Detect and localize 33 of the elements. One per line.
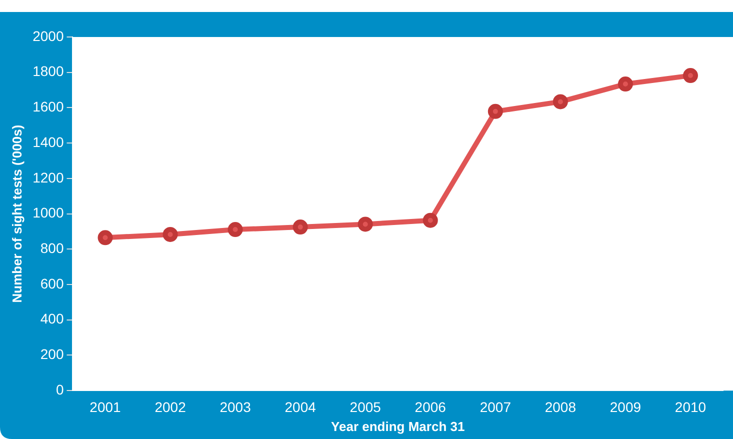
point — [228, 222, 243, 238]
point — [682, 68, 698, 84]
x-tick-label: 2001 — [90, 398, 122, 415]
point — [358, 216, 373, 232]
point — [552, 94, 568, 110]
x-tick-label: 2007 — [480, 398, 512, 415]
point — [98, 230, 113, 246]
y-axis-title: Number of sight tests ('000s) — [9, 124, 24, 303]
y-tick-label: 800 — [40, 240, 64, 256]
x-axis-title: Year ending March 31 — [331, 418, 465, 434]
point — [488, 104, 503, 119]
y-tick-label: 200 — [40, 346, 64, 362]
y-tick-label: 2000 — [32, 28, 64, 44]
x-tick-label: 2009 — [610, 398, 642, 415]
x-tick-label: 2004 — [284, 398, 316, 415]
x-tick-label: 2006 — [414, 398, 446, 415]
x-tick-label: 2010 — [674, 398, 706, 415]
point — [292, 220, 308, 235]
y-tick-label: 1600 — [32, 98, 64, 115]
point — [162, 226, 178, 242]
point — [618, 76, 633, 92]
x-tick-label: 2008 — [544, 398, 576, 415]
y-tick-label: 400 — [40, 310, 64, 327]
y-tick-label: 1400 — [32, 134, 64, 150]
x-tick-label: 2003 — [220, 398, 252, 415]
x-tick-label: 2002 — [154, 398, 186, 415]
y-tick-label: 0 — [56, 381, 64, 398]
y-tick-label: 1800 — [32, 63, 64, 80]
point — [422, 212, 438, 228]
y-tick-label: 1200 — [32, 169, 64, 186]
x-tick-label: 2005 — [350, 398, 382, 415]
y-tick-label: 600 — [40, 275, 64, 292]
y-tick-label: 1000 — [32, 204, 64, 221]
